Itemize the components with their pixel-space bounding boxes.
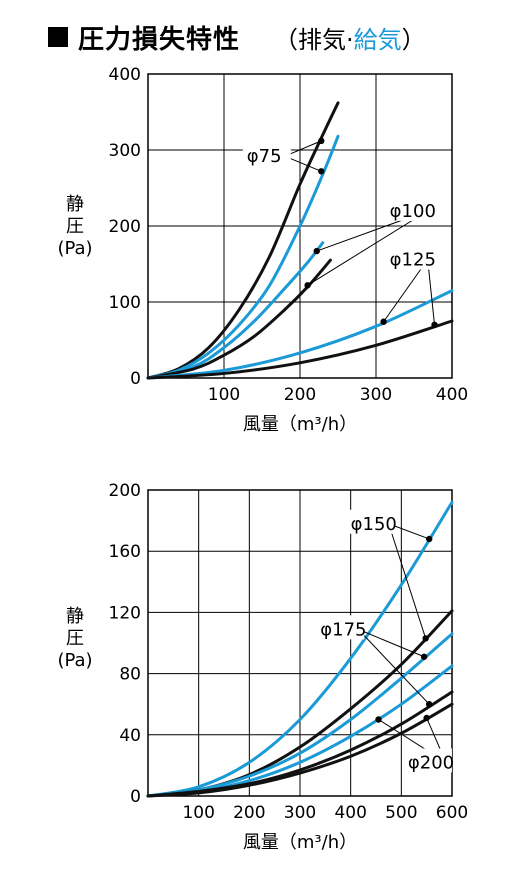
y-tick-label: 100 (109, 293, 141, 313)
callout-leader (388, 523, 427, 639)
x-axis-label: 風量（m³/h） (243, 414, 357, 435)
callout-leader (357, 629, 430, 705)
callout-leader (358, 628, 425, 658)
x-tick-label: 200 (233, 803, 265, 823)
x-tick-label: 200 (284, 385, 316, 405)
legend-exhaust: 排気 (298, 25, 347, 54)
series-line-φ100-supply (146, 241, 325, 380)
y-tick-label: 160 (109, 542, 141, 562)
data-point (313, 247, 320, 255)
title-legend: （排気·給気） (274, 20, 426, 55)
y-tick-label: 0 (130, 369, 141, 389)
data-point (422, 635, 429, 642)
series-line-φ125-supply (146, 289, 454, 380)
black-square-icon (48, 27, 68, 47)
y-tick-label: 300 (109, 141, 141, 161)
callout-label: φ175 (320, 619, 366, 640)
callout-label: φ200 (408, 752, 454, 773)
x-tick-label: 500 (385, 803, 417, 823)
series-line-φ200-exhaust (146, 702, 454, 798)
y-axis-label: 圧 (66, 628, 84, 649)
chart-1: 0 100 200 300 400 100 200 300 400 静圧(Pa) 風量（m³/h） φ… (57, 65, 468, 435)
y-axis-label: (Pa) (57, 650, 92, 671)
y-tick-label: 0 (130, 787, 141, 807)
series-line-φ175-supply (146, 632, 454, 798)
callout-background (385, 196, 434, 221)
data-point (426, 701, 433, 708)
data-point (380, 318, 387, 325)
callout-background (403, 748, 452, 773)
y-axis-label: 静 (66, 194, 84, 215)
callout-leader (383, 259, 429, 323)
data-point (420, 653, 428, 660)
plot-frame (147, 489, 453, 797)
y-axis-label: 静 (66, 606, 84, 627)
chart-title: 圧力損失特性 （排気·給気） (48, 20, 426, 55)
callout-background (346, 509, 395, 534)
legend-supply: 給気 (353, 25, 402, 54)
series-line-φ75-supply (146, 134, 340, 380)
callout-label: φ150 (351, 514, 397, 535)
x-tick-label: 300 (360, 385, 392, 405)
data-point (318, 137, 325, 145)
y-axis-label: 圧 (66, 216, 84, 237)
callout-background (316, 615, 365, 640)
series-line-φ150-supply (146, 500, 454, 798)
chart-2: 0 40 80 120 160 200 100 200 300 400 500 600 静圧(Pa) 風量… (57, 481, 468, 853)
paren-close: ） (401, 25, 426, 54)
x-tick-label: 100 (208, 385, 240, 405)
y-tick-label: 400 (109, 65, 141, 85)
callout-leader (388, 523, 430, 540)
series-line-φ100-exhaust (146, 258, 332, 380)
callout-label: φ100 (390, 201, 436, 222)
y-tick-label: 200 (109, 217, 141, 237)
data-point (431, 321, 438, 328)
callout-background (385, 245, 434, 270)
x-tick-label: 400 (436, 385, 468, 405)
callout-leader (284, 140, 322, 157)
x-tick-label: 100 (182, 803, 214, 823)
callout-label: φ75 (247, 146, 282, 167)
data-point (423, 714, 430, 722)
y-tick-label: 200 (109, 481, 141, 501)
callout-leader (307, 210, 428, 286)
paren-open: （ (274, 25, 299, 54)
callout-label: φ125 (390, 250, 436, 271)
callout-leader (284, 155, 322, 172)
data-point (375, 716, 382, 723)
x-axis-label: 風量（m³/h） (243, 832, 357, 853)
title-main: 圧力損失特性 (78, 24, 241, 55)
y-tick-label: 80 (119, 665, 141, 685)
plot-frame (147, 73, 453, 379)
series-line-φ125-exhaust (146, 319, 454, 380)
x-tick-label: 600 (436, 803, 468, 823)
callout-background (242, 142, 291, 167)
y-tick-label: 40 (119, 726, 141, 746)
x-tick-label: 400 (334, 803, 366, 823)
callout-leader (427, 259, 436, 325)
x-tick-label: 300 (284, 803, 316, 823)
y-axis-label: (Pa) (57, 238, 92, 259)
series-line-φ200-exhaust (146, 690, 454, 798)
y-tick-label: 120 (109, 603, 141, 623)
data-point (304, 282, 311, 289)
data-point (426, 535, 433, 543)
legend-separator: · (346, 25, 354, 54)
data-point (318, 168, 325, 175)
